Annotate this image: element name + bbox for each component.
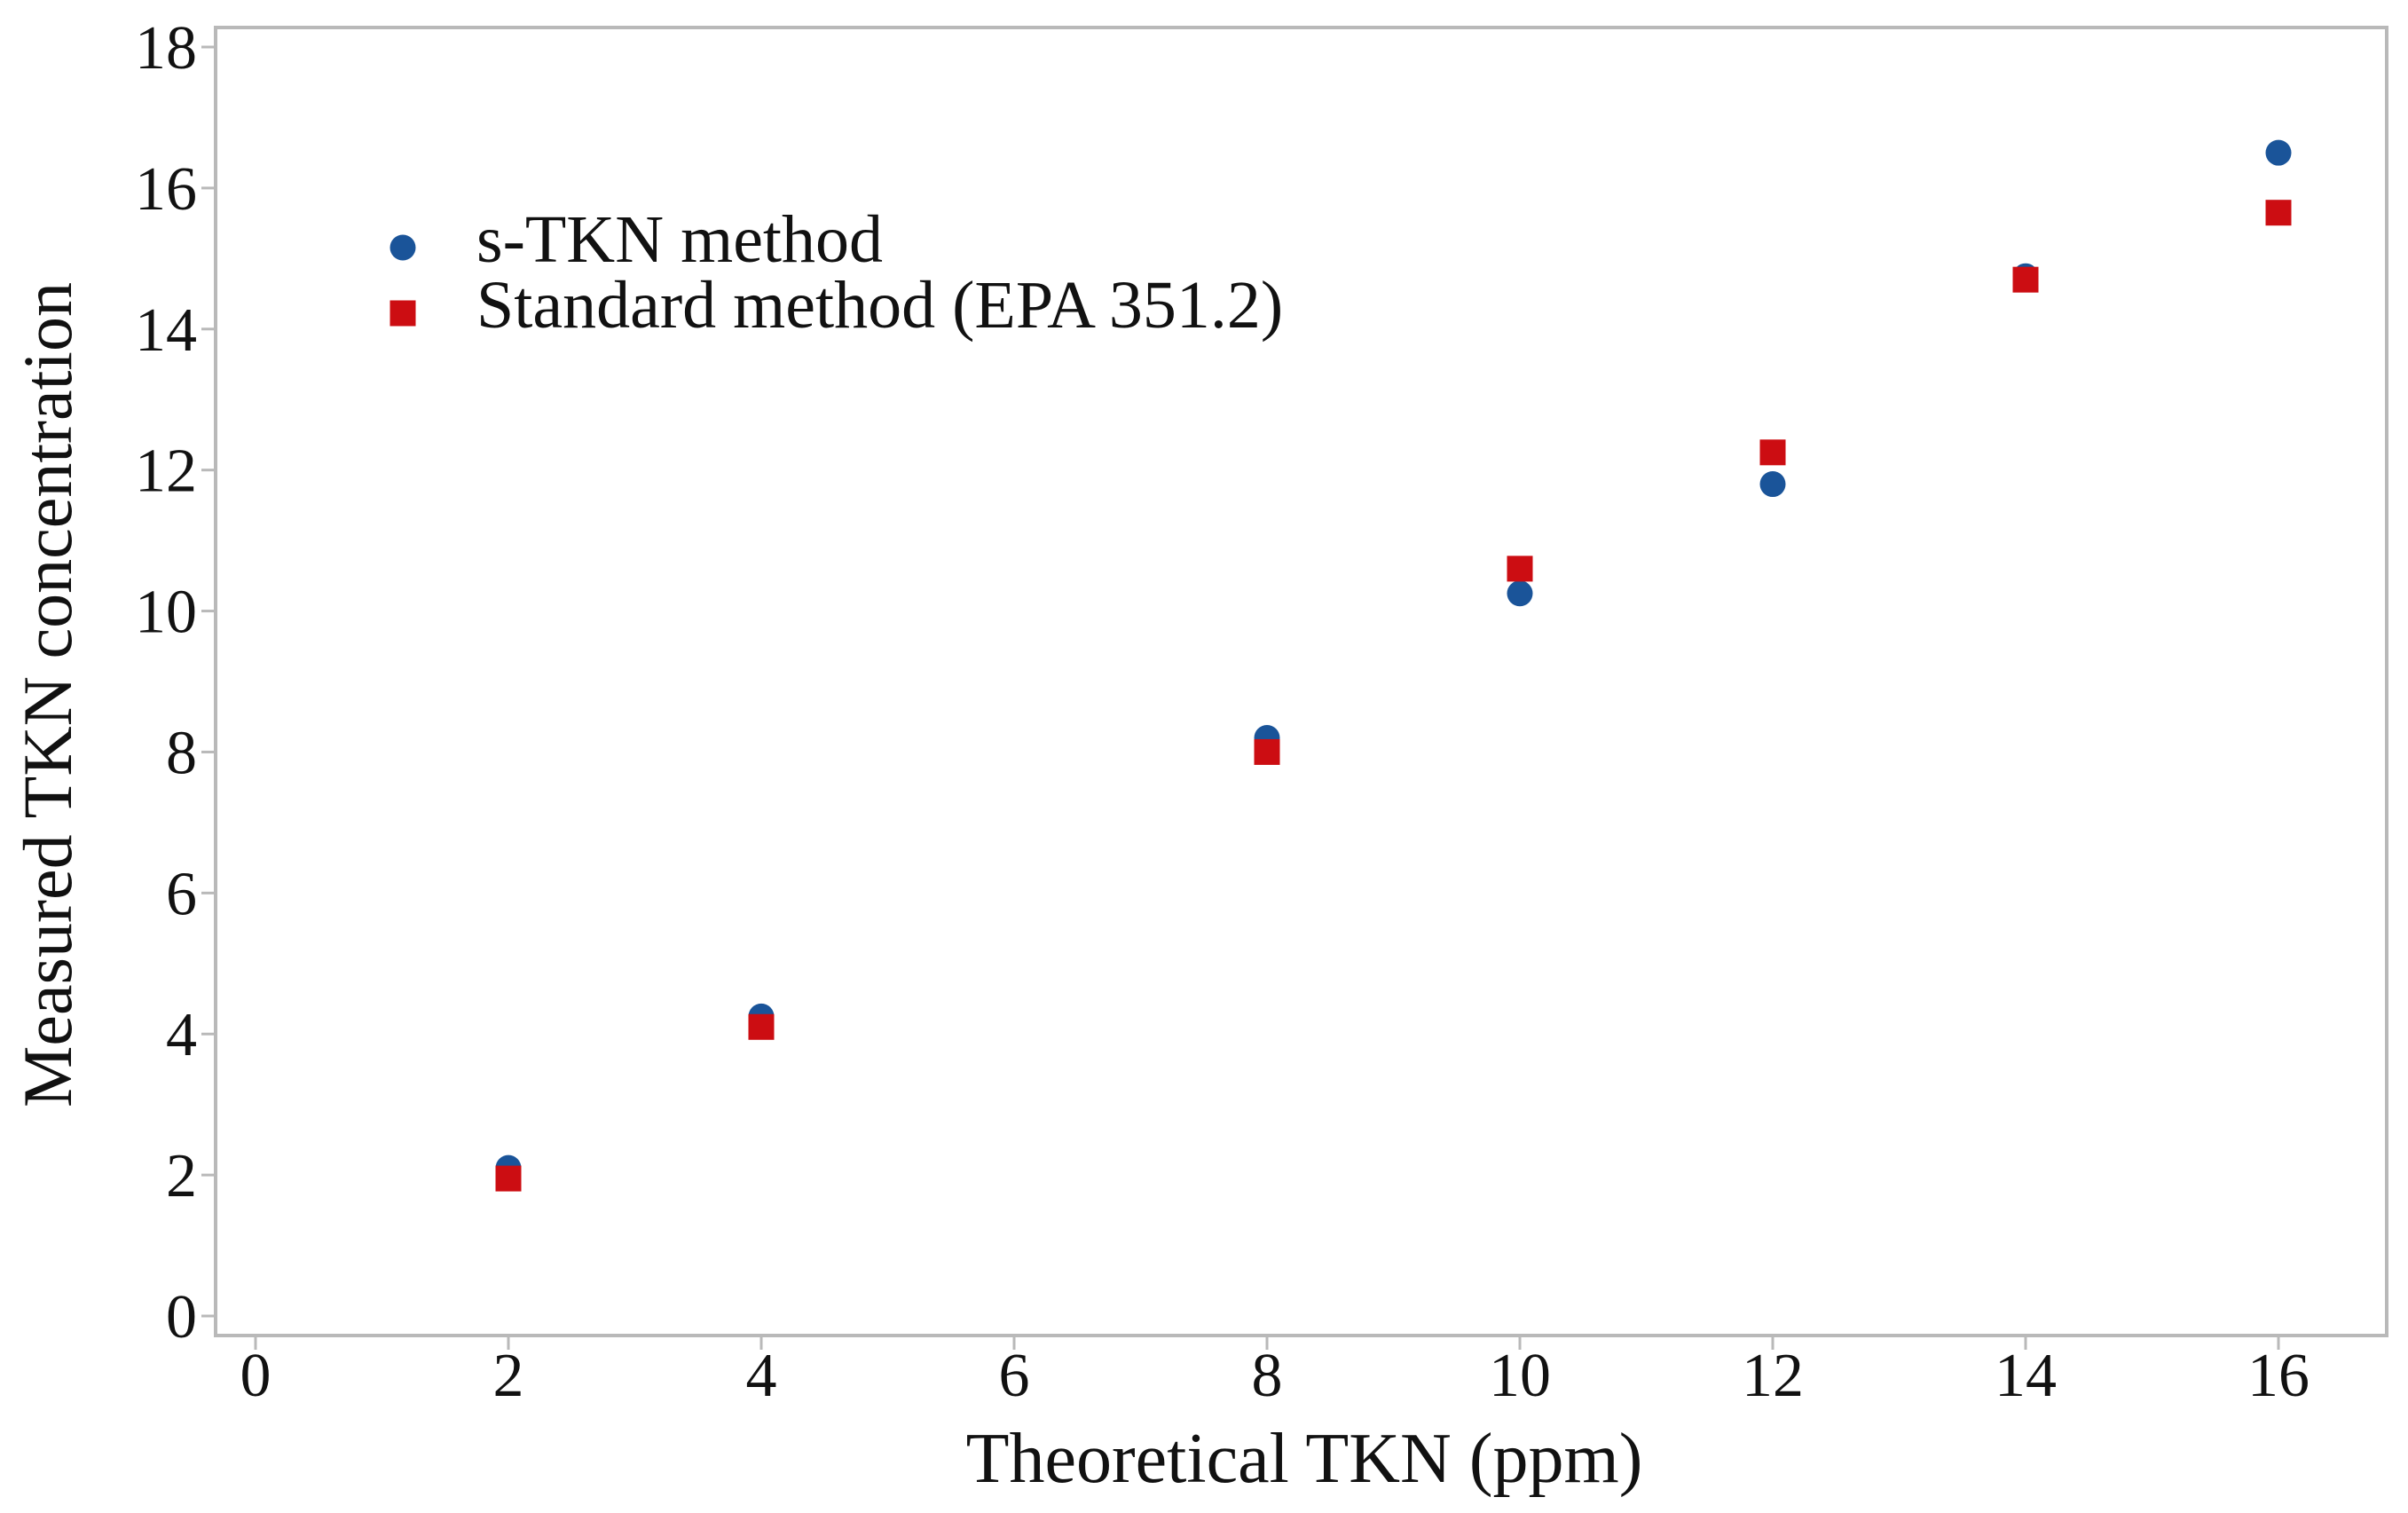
y-axis-tick-label: 18 <box>135 14 197 83</box>
data-points <box>495 139 2292 1192</box>
x-axis-tick-label: 2 <box>493 1342 524 1410</box>
x-axis-tick-label: 12 <box>1742 1342 1804 1410</box>
y-axis-tick-label: 16 <box>135 155 197 224</box>
y-axis-tick-label: 8 <box>166 719 197 787</box>
x-axis-title: Theoretical TKN (ppm) <box>966 1420 1643 1498</box>
y-axis-tick-label: 14 <box>135 296 197 365</box>
y-axis-title: Measured TKN concentration <box>9 282 86 1107</box>
y-axis-tick-label: 4 <box>166 1001 197 1069</box>
data-point-standard-method-epa-351-2 <box>1254 738 1280 765</box>
data-point-s-tkn-method <box>1507 580 1533 607</box>
y-axis-tick-label: 10 <box>135 579 197 647</box>
y-axis-tick-label: 12 <box>135 437 197 506</box>
data-point-standard-method-epa-351-2 <box>1759 439 1786 466</box>
legend-marker-standard-icon <box>390 300 416 327</box>
legend-label-standard: Standard method (EPA 351.2) <box>476 268 1283 343</box>
data-point-standard-method-epa-351-2 <box>1507 556 1533 582</box>
x-axis-tick-label: 14 <box>1995 1342 2057 1410</box>
data-point-standard-method-epa-351-2 <box>2265 200 2292 226</box>
data-point-standard-method-epa-351-2 <box>2012 266 2039 293</box>
legend: s-TKN method Standard method (EPA 351.2) <box>390 202 1283 343</box>
x-axis-tick-label: 16 <box>2247 1342 2310 1410</box>
y-axis-ticks: 0 2 4 6 8 10 12 14 16 18 <box>135 14 216 1351</box>
legend-marker-s-tkn-icon <box>390 234 416 261</box>
data-point-standard-method-epa-351-2 <box>748 1013 775 1040</box>
x-axis-tick-label: 10 <box>1489 1342 1551 1410</box>
data-point-s-tkn-method <box>1759 471 1786 498</box>
x-axis-ticks: 0 2 4 6 8 10 12 14 16 <box>240 1336 2310 1410</box>
plot-area <box>214 26 2388 1337</box>
y-axis-tick-label: 2 <box>166 1142 197 1210</box>
x-axis-tick-label: 8 <box>1252 1342 1283 1410</box>
data-point-standard-method-epa-351-2 <box>495 1165 522 1192</box>
y-axis-tick-label: 6 <box>166 860 197 928</box>
x-axis-tick-label: 6 <box>999 1342 1030 1410</box>
y-axis-tick-label: 0 <box>166 1283 197 1351</box>
data-point-s-tkn-method <box>2265 139 2292 166</box>
x-axis-tick-label: 4 <box>746 1342 777 1410</box>
legend-label-s-tkn: s-TKN method <box>476 202 883 277</box>
x-axis-tick-label: 0 <box>240 1342 271 1410</box>
